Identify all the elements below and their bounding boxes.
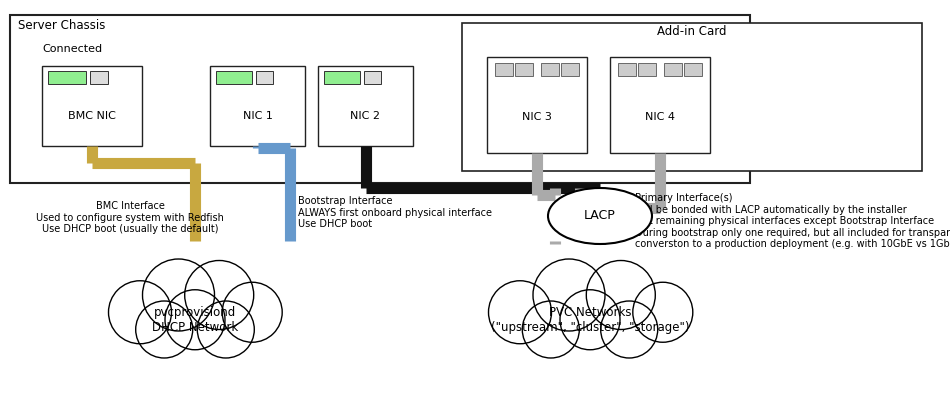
Text: NIC 3: NIC 3 — [522, 111, 552, 122]
Bar — [256, 71, 273, 83]
Circle shape — [633, 282, 693, 342]
Text: NIC 2: NIC 2 — [351, 111, 381, 120]
Circle shape — [165, 290, 225, 350]
Bar — [664, 63, 682, 76]
Circle shape — [600, 301, 657, 358]
Bar — [515, 63, 533, 76]
Bar — [210, 66, 305, 146]
Text: PVC Networks
("upstream", "cluster", "storage"): PVC Networks ("upstream", "cluster", "st… — [491, 306, 690, 334]
Circle shape — [586, 261, 655, 330]
Bar — [684, 63, 702, 76]
Text: Bootstrap Interface
ALWAYS first onboard physical interface
Use DHCP boot: Bootstrap Interface ALWAYS first onboard… — [298, 196, 492, 229]
Bar — [42, 66, 142, 146]
Text: NIC 4: NIC 4 — [645, 111, 675, 122]
Text: Primary Interface(s)
Will be bonded with LACP automatically by the installer
ALL: Primary Interface(s) Will be bonded with… — [635, 193, 950, 249]
Circle shape — [222, 282, 282, 342]
Bar — [541, 63, 559, 76]
Text: Server Chassis: Server Chassis — [18, 19, 105, 32]
Text: NIC 1: NIC 1 — [242, 111, 273, 120]
Circle shape — [142, 259, 215, 331]
Circle shape — [136, 301, 193, 358]
Circle shape — [488, 281, 552, 344]
Bar — [618, 63, 636, 76]
Circle shape — [533, 259, 605, 331]
Bar — [10, 15, 750, 183]
Circle shape — [108, 281, 172, 344]
Circle shape — [198, 301, 255, 358]
Bar — [318, 66, 413, 146]
Bar — [216, 71, 252, 83]
Bar — [364, 71, 381, 83]
Bar — [48, 71, 86, 83]
Text: LACP: LACP — [584, 210, 616, 222]
Text: Connected: Connected — [42, 44, 103, 54]
Bar — [495, 63, 513, 76]
Bar — [638, 63, 656, 76]
Ellipse shape — [548, 188, 652, 244]
Bar — [487, 57, 587, 153]
Bar — [561, 63, 579, 76]
Text: BMC Interface
Used to configure system with Redfish
Use DHCP boot (usually the d: BMC Interface Used to configure system w… — [36, 201, 224, 234]
Text: Add-in Card: Add-in Card — [657, 25, 727, 38]
Circle shape — [184, 261, 254, 330]
Circle shape — [522, 301, 580, 358]
Bar — [462, 23, 922, 171]
Text: BMC NIC: BMC NIC — [68, 111, 116, 120]
Circle shape — [560, 290, 620, 350]
Bar — [610, 57, 710, 153]
Bar — [324, 71, 360, 83]
Text: pvcprovisiond
DHCP Network: pvcprovisiond DHCP Network — [152, 306, 238, 334]
Bar — [90, 71, 108, 83]
